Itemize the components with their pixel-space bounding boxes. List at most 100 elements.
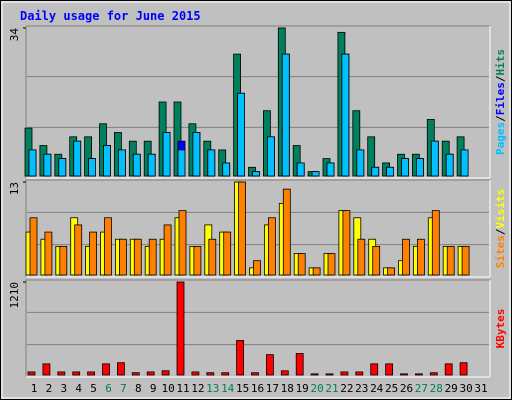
- bar: [103, 145, 111, 177]
- bar: [280, 370, 289, 376]
- bar: [295, 353, 304, 376]
- bar: [352, 110, 361, 177]
- bar: [223, 231, 232, 276]
- x-tick-label: 3: [60, 382, 67, 395]
- bar: [193, 245, 202, 276]
- bar: [430, 140, 439, 177]
- legend-entry: Sites: [494, 235, 507, 268]
- bar: [312, 267, 321, 276]
- bar: [297, 253, 306, 276]
- bar: [386, 166, 395, 177]
- bar: [221, 372, 230, 376]
- bar: [402, 238, 410, 276]
- x-tick-label: 1: [31, 382, 38, 395]
- bar: [104, 217, 112, 276]
- x-tick-label: 24: [370, 382, 384, 395]
- bar: [400, 373, 408, 376]
- bar: [446, 245, 455, 276]
- bar: [372, 245, 381, 276]
- bar: [133, 238, 142, 276]
- x-tick-label: 23: [355, 382, 368, 395]
- bar: [192, 132, 201, 177]
- bar: [267, 217, 276, 276]
- x-tick-label: 6: [105, 382, 112, 395]
- bar: [222, 162, 231, 177]
- bar: [459, 362, 468, 376]
- bar: [431, 210, 440, 276]
- bar: [176, 281, 185, 376]
- bar: [444, 363, 453, 376]
- bar: [178, 210, 187, 276]
- x-tick-label: 12: [191, 382, 204, 395]
- legend-entry: KBytes: [494, 309, 507, 349]
- x-tick-label: 25: [385, 382, 398, 395]
- legend: KBytes: [494, 309, 507, 349]
- x-tick-label: 16: [251, 382, 264, 395]
- bar: [87, 371, 95, 376]
- bar: [292, 145, 301, 177]
- bar: [161, 370, 170, 376]
- bar: [162, 132, 171, 177]
- bar: [146, 371, 155, 376]
- x-tick-label: 29: [445, 382, 458, 395]
- x-tick-label: 27: [415, 382, 428, 395]
- bar: [173, 101, 182, 177]
- bar: [367, 136, 376, 177]
- bar: [445, 153, 454, 177]
- legend-entry: Files: [494, 82, 507, 115]
- x-tick-label: 17: [266, 382, 279, 395]
- bar: [342, 210, 351, 276]
- bar: [265, 354, 274, 376]
- x-tick-label: 21: [325, 382, 338, 395]
- bar: [57, 371, 66, 376]
- bar: [357, 238, 366, 276]
- x-tick-label: 20: [310, 382, 323, 395]
- bar: [58, 158, 67, 177]
- legend-separator: /: [494, 115, 507, 122]
- bar: [207, 149, 216, 177]
- bar: [238, 181, 247, 276]
- x-tick-label: 11: [176, 382, 189, 395]
- x-tick-label: 22: [340, 382, 353, 395]
- bar: [72, 371, 81, 376]
- bar: [356, 149, 365, 177]
- bar: [44, 231, 53, 276]
- bar: [311, 171, 320, 177]
- bar: [371, 166, 380, 177]
- bar: [73, 140, 82, 177]
- bar: [414, 373, 423, 376]
- bar: [429, 372, 438, 376]
- bar: [281, 53, 290, 177]
- bar: [148, 238, 157, 276]
- chart-title: Daily usage for June 2015: [20, 9, 201, 23]
- y-tick-label: 1210: [8, 282, 21, 309]
- x-tick-label: 7: [120, 382, 127, 395]
- plot-area: [25, 25, 491, 179]
- x-tick-label: 10: [161, 382, 174, 395]
- legend-separator: /: [494, 75, 507, 82]
- legend-entry: Pages: [494, 122, 507, 155]
- bar: [117, 362, 125, 376]
- legend-entry: Visits: [494, 189, 507, 229]
- x-tick-label: 15: [236, 382, 249, 395]
- x-tick-label: 14: [221, 382, 235, 395]
- legend-entry: Hits: [494, 49, 507, 76]
- bar: [147, 153, 156, 177]
- bar: [102, 363, 110, 376]
- legend: Pages/Files/Hits: [494, 49, 507, 155]
- bar: [42, 363, 51, 376]
- x-tick-label: 9: [150, 382, 157, 395]
- bar: [191, 371, 200, 376]
- bar: [28, 149, 37, 177]
- x-tick-label: 19: [296, 382, 309, 395]
- bar: [84, 136, 92, 177]
- bar: [282, 188, 291, 276]
- x-tick-label: 5: [90, 382, 97, 395]
- bar: [27, 371, 36, 376]
- bar: [29, 217, 38, 276]
- bar: [387, 267, 396, 276]
- x-tick-label: 4: [75, 382, 82, 395]
- bar: [163, 224, 172, 276]
- bar: [325, 373, 334, 376]
